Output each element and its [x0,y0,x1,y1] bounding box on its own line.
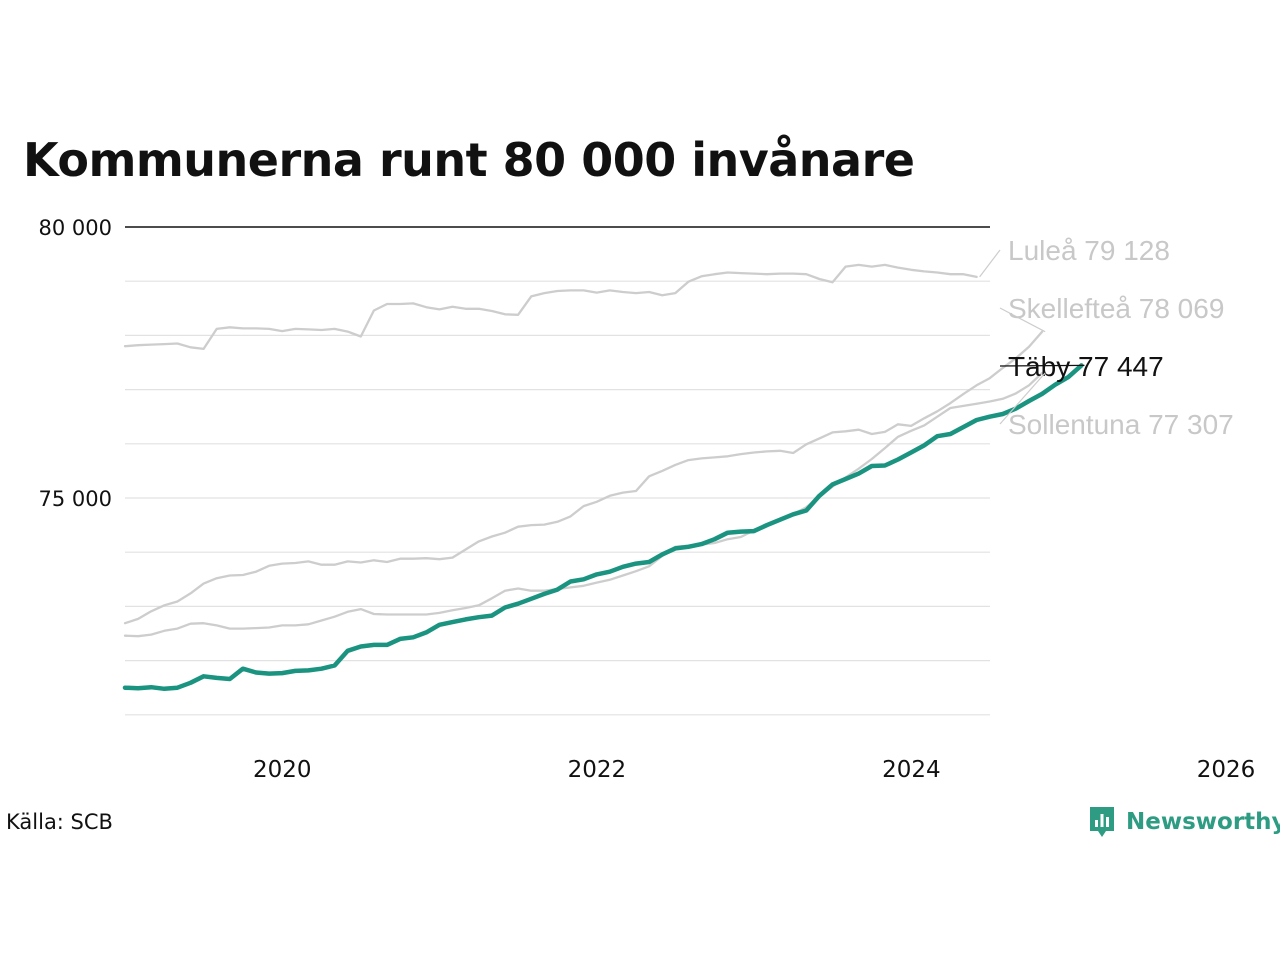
leader-line-luleå [979,249,1001,278]
series-line-luleå [123,263,978,351]
brand-name: Newsworthy [1126,809,1280,835]
x-tick-label: 2026 [1197,757,1256,783]
leader-line-skellefteå [999,307,1046,333]
chart-title: Kommunerna runt 80 000 invånare [23,133,915,187]
x-axis-ticks: 2020 2022 2024 2026 [253,757,1255,783]
context-series-lines [123,263,1044,638]
series-label-sollentuna: Sollentuna 77 307 [1008,409,1234,440]
x-tick-label: 2022 [568,757,627,783]
leader-line-täby [999,364,1085,367]
highlight-series-line [122,363,1084,692]
newsworthy-logo-icon [1090,807,1114,837]
series-end-labels: Luleå 79 128 Skellefteå 78 069 Täby 77 447… [979,235,1234,440]
gridlines [125,226,990,716]
series-line-sollentuna [123,371,1044,638]
source-note: Källa: SCB [6,810,113,834]
series-label-luleå: Luleå 79 128 [1008,235,1170,266]
newsworthy-logo[interactable]: Newsworthy [1088,802,1280,842]
y-axis-ticks: 80 000 75 000 [39,216,112,511]
leader-line-sollentuna [999,372,1046,425]
x-tick-label: 2020 [253,757,312,783]
series-label-skellefteå: Skellefteå 78 069 [1008,293,1224,324]
series-line-skellefteå [123,330,1044,625]
series-label-täby: Täby 77 447 [1008,351,1164,382]
y-tick-label: 75 000 [39,487,112,511]
x-tick-label: 2024 [882,757,941,783]
series-line-täby [122,363,1084,692]
y-tick-label: 80 000 [39,216,112,240]
